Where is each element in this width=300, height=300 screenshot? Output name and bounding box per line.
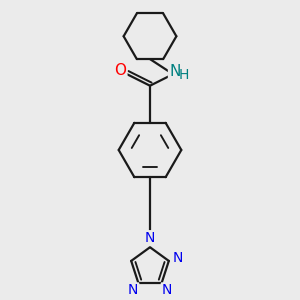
Text: N: N (169, 64, 180, 79)
Text: N: N (162, 284, 172, 297)
Text: O: O (114, 63, 126, 78)
Text: H: H (178, 68, 189, 82)
Text: N: N (145, 231, 155, 245)
Text: N: N (128, 284, 138, 297)
Text: N: N (172, 251, 183, 265)
